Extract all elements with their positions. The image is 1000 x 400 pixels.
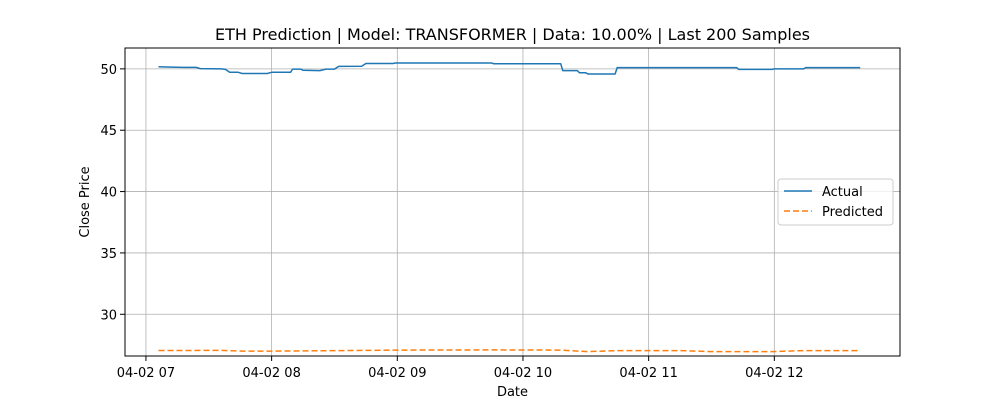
y-tick-label: 45 bbox=[100, 124, 117, 139]
legend-label-actual: Actual bbox=[822, 185, 863, 200]
plot-area-frame bbox=[124, 47, 901, 357]
legend: Actual Predicted bbox=[777, 178, 894, 226]
x-tick-label: 04-02 11 bbox=[619, 366, 677, 381]
x-tick-label: 04-02 09 bbox=[368, 366, 426, 381]
y-axis-label: Close Price bbox=[78, 166, 93, 237]
x-tick-label: 04-02 07 bbox=[117, 366, 175, 381]
chart-title: ETH Prediction | Model: TRANSFORMER | Da… bbox=[215, 25, 810, 44]
x-axis: 04-02 07 04-02 08 04-02 09 04-02 10 04-02 11… bbox=[117, 356, 804, 381]
y-axis: 30 35 40 45 50 bbox=[100, 63, 125, 323]
x-tick-label: 04-02 12 bbox=[745, 366, 803, 381]
y-tick-label: 40 bbox=[100, 186, 117, 201]
x-tick-label: 04-02 10 bbox=[494, 366, 552, 381]
y-tick-label: 30 bbox=[100, 308, 117, 323]
y-tick-label: 50 bbox=[100, 63, 117, 78]
y-tick-label: 35 bbox=[100, 247, 117, 262]
series-line-actual bbox=[158, 62, 861, 75]
x-tick-label: 04-02 08 bbox=[242, 366, 300, 381]
x-axis-label: Date bbox=[497, 385, 528, 400]
legend-label-predicted: Predicted bbox=[822, 205, 883, 220]
series-layer bbox=[158, 62, 861, 353]
